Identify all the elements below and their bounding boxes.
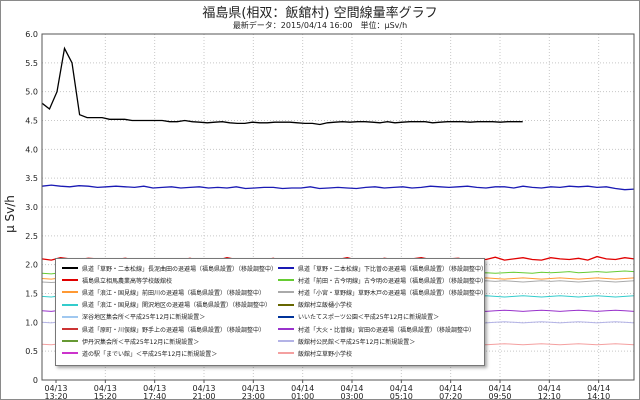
x-tick-date: 04/14 — [390, 384, 413, 393]
x-tick-time: 12:10 — [538, 392, 561, 400]
x-tick-time: 21:00 — [192, 392, 215, 400]
y-tick-label: 2.5 — [25, 232, 38, 241]
y-tick-label: 3.5 — [25, 174, 38, 183]
legend-item: 村道「前田・古今明線」古今明の退避場（福島県設置）（移設調整中） — [278, 275, 487, 285]
legend-swatch — [278, 267, 294, 269]
x-tick-date: 04/14 — [538, 384, 561, 393]
legend-item: 深谷地区集会所＜平成25年12月に新規設置＞ — [62, 312, 205, 322]
legend-label: 飯舘村公民館＜平成25年12月に新規設置＞ — [298, 338, 416, 346]
legend-item: 県道「草野・二本松線」下比曽の退避場（福島県設置）（移設調整中） — [278, 263, 487, 273]
y-tick-label: 4.5 — [25, 117, 38, 126]
legend-label: 村道「前田・古今明線」古今明の退避場（福島県設置）（移設調整中） — [298, 277, 488, 285]
legend-item: 福島県立相馬農業高等学校飯舘校 — [62, 275, 172, 285]
x-tick-date: 04/13 — [143, 384, 166, 393]
legend-item: 伊丹沢集会所＜平成25年12月に新規設置＞ — [62, 336, 199, 346]
legend-item: 道の駅「までい館」＜平成25年12月に新規設置＞ — [62, 348, 217, 358]
legend-label: 県道「草野・二本松線」長泥曲田の退避場（福島県設置）（移設調整中） — [82, 265, 278, 273]
y-tick-label: 1.0 — [25, 318, 38, 327]
legend-swatch — [62, 328, 78, 330]
x-tick-time: 23:00 — [242, 392, 265, 400]
x-tick-date: 04/13 — [44, 384, 67, 393]
legend-swatch — [62, 267, 78, 269]
x-tick-time: 09:50 — [488, 392, 511, 400]
legend-item: 飯舘村立草野小学校 — [278, 348, 352, 358]
x-axis: 04/1313:2004/1315:2004/1317:4004/1321:00… — [44, 380, 610, 400]
x-tick-time: 07:20 — [439, 392, 462, 400]
chart-title: 福島県(相双：飯舘村) 空間線量率グラフ — [202, 6, 438, 21]
legend-swatch — [62, 291, 78, 294]
x-tick-date: 04/14 — [439, 384, 462, 393]
legend-item: 飯舘村公民館＜平成25年12月に新規設置＞ — [278, 336, 415, 346]
legend-swatch — [278, 328, 294, 330]
series-line-1 — [41, 46, 523, 126]
legend-swatch — [278, 340, 294, 343]
x-tick-date: 04/13 — [94, 384, 117, 393]
legend-item: 村道「大火・比曽線」宮田の退避場（福島県設置）（移設調整中） — [278, 324, 475, 334]
legend-item: 村道「小宮・草野線」草野木戸の退避場（福島県設置）（移設調整中） — [278, 287, 487, 297]
x-tick-date: 04/14 — [340, 384, 363, 393]
x-tick-date: 04/14 — [488, 384, 511, 393]
x-tick-time: 13:20 — [44, 392, 67, 400]
series-line-2 — [41, 184, 635, 191]
legend-label: 村道「小宮・草野線」草野木戸の退避場（福島県設置）（移設調整中） — [298, 289, 488, 297]
legend-item: 県道「浪江・国見線」前田川の退避場（福島県設置）（移設調整中） — [62, 287, 265, 297]
legend-swatch — [62, 340, 78, 343]
x-tick-date: 04/13 — [242, 384, 265, 393]
legend-swatch — [278, 315, 294, 318]
legend-item: 県道「草野・二本松線」長泥曲田の退避場（福島県設置）（移設調整中） — [62, 263, 277, 273]
legend-item: 飯舘村立飯樋小学校 — [278, 300, 352, 310]
y-axis: 0 0.5 1.0 1.5 2.0 2.5 3.0 3.5 4.0 4.5 5.0 5.5 6.0 — [25, 30, 38, 385]
legend-label: 県道「浪江・国見線」前田川の退避場（福島県設置）（移設調整中） — [82, 289, 266, 297]
y-tick-label: 0.5 — [25, 347, 38, 356]
legend-item: いいたてスポーツ公園＜平成25年12月に新規設置＞ — [278, 312, 439, 322]
legend-label: 福島県立相馬農業高等学校飯舘校 — [82, 277, 173, 285]
legend-swatch — [278, 279, 294, 282]
legend-swatch — [278, 303, 294, 306]
legend-swatch — [62, 279, 78, 282]
y-tick-label: 3.0 — [25, 203, 38, 212]
legend-item: 県道「原町・川俣線」野手上の退避場（福島県設置）（移設調整中） — [62, 324, 265, 334]
chart-subtitle: 最新データ：2015/04/14 16:00 単位：μSv/h — [232, 21, 408, 30]
y-axis-label: μ Sv/h — [3, 195, 17, 233]
legend-label: 村道「大火・比曽線」宮田の退避場（福島県設置）（移設調整中） — [298, 326, 476, 334]
y-tick-label: 0 — [33, 376, 38, 385]
x-tick-time: 03:00 — [340, 392, 363, 400]
x-tick-date: 04/14 — [291, 384, 314, 393]
y-tick-label: 1.5 — [25, 290, 38, 299]
legend-label: 県道「草野・二本松線」下比曽の退避場（福島県設置）（移設調整中） — [298, 265, 488, 273]
x-tick-time: 17:40 — [143, 392, 166, 400]
y-tick-label: 5.0 — [25, 88, 38, 97]
legend-swatch — [278, 291, 294, 294]
legend-label: いいたてスポーツ公園＜平成25年12月に新規設置＞ — [298, 314, 440, 322]
legend-label: 飯舘村立草野小学校 — [298, 350, 353, 358]
legend-label: 伊丹沢集会所＜平成25年12月に新規設置＞ — [82, 338, 200, 346]
x-tick-time: 15:20 — [94, 392, 117, 400]
legend-label: 県道「原町・川俣線」野手上の退避場（福島県設置）（移設調整中） — [82, 326, 266, 334]
y-tick-label: 5.5 — [25, 59, 38, 68]
legend-swatch — [62, 315, 78, 318]
chart-legend: 県道「草野・二本松線」長泥曲田の退避場（福島県設置）（移設調整中） 県道「草野・二… — [55, 258, 487, 366]
legend-label: 深谷地区集会所＜平成25年12月に新規設置＞ — [82, 314, 206, 322]
legend-swatch — [62, 303, 78, 306]
legend-label: 飯舘村立飯樋小学校 — [298, 302, 353, 310]
x-tick-time: 05:10 — [390, 392, 413, 400]
legend-label: 県道「浪江・国見線」関沢地区の退避場（福島県設置）（移設調整中） — [82, 302, 272, 310]
legend-swatch — [278, 352, 294, 355]
y-tick-label: 4.0 — [25, 145, 38, 154]
legend-item: 県道「浪江・国見線」関沢地区の退避場（福島県設置）（移設調整中） — [62, 300, 271, 310]
legend-label: 道の駅「までい館」＜平成25年12月に新規設置＞ — [82, 350, 218, 358]
x-tick-date: 04/14 — [587, 384, 610, 393]
x-tick-time: 14:10 — [587, 392, 610, 400]
legend-swatch — [62, 352, 78, 355]
x-tick-date: 04/13 — [192, 384, 215, 393]
y-tick-label: 6.0 — [25, 30, 38, 39]
x-tick-time: 01:00 — [291, 392, 314, 400]
y-tick-label: 2.0 — [25, 261, 38, 270]
plot-border — [41, 33, 635, 381]
